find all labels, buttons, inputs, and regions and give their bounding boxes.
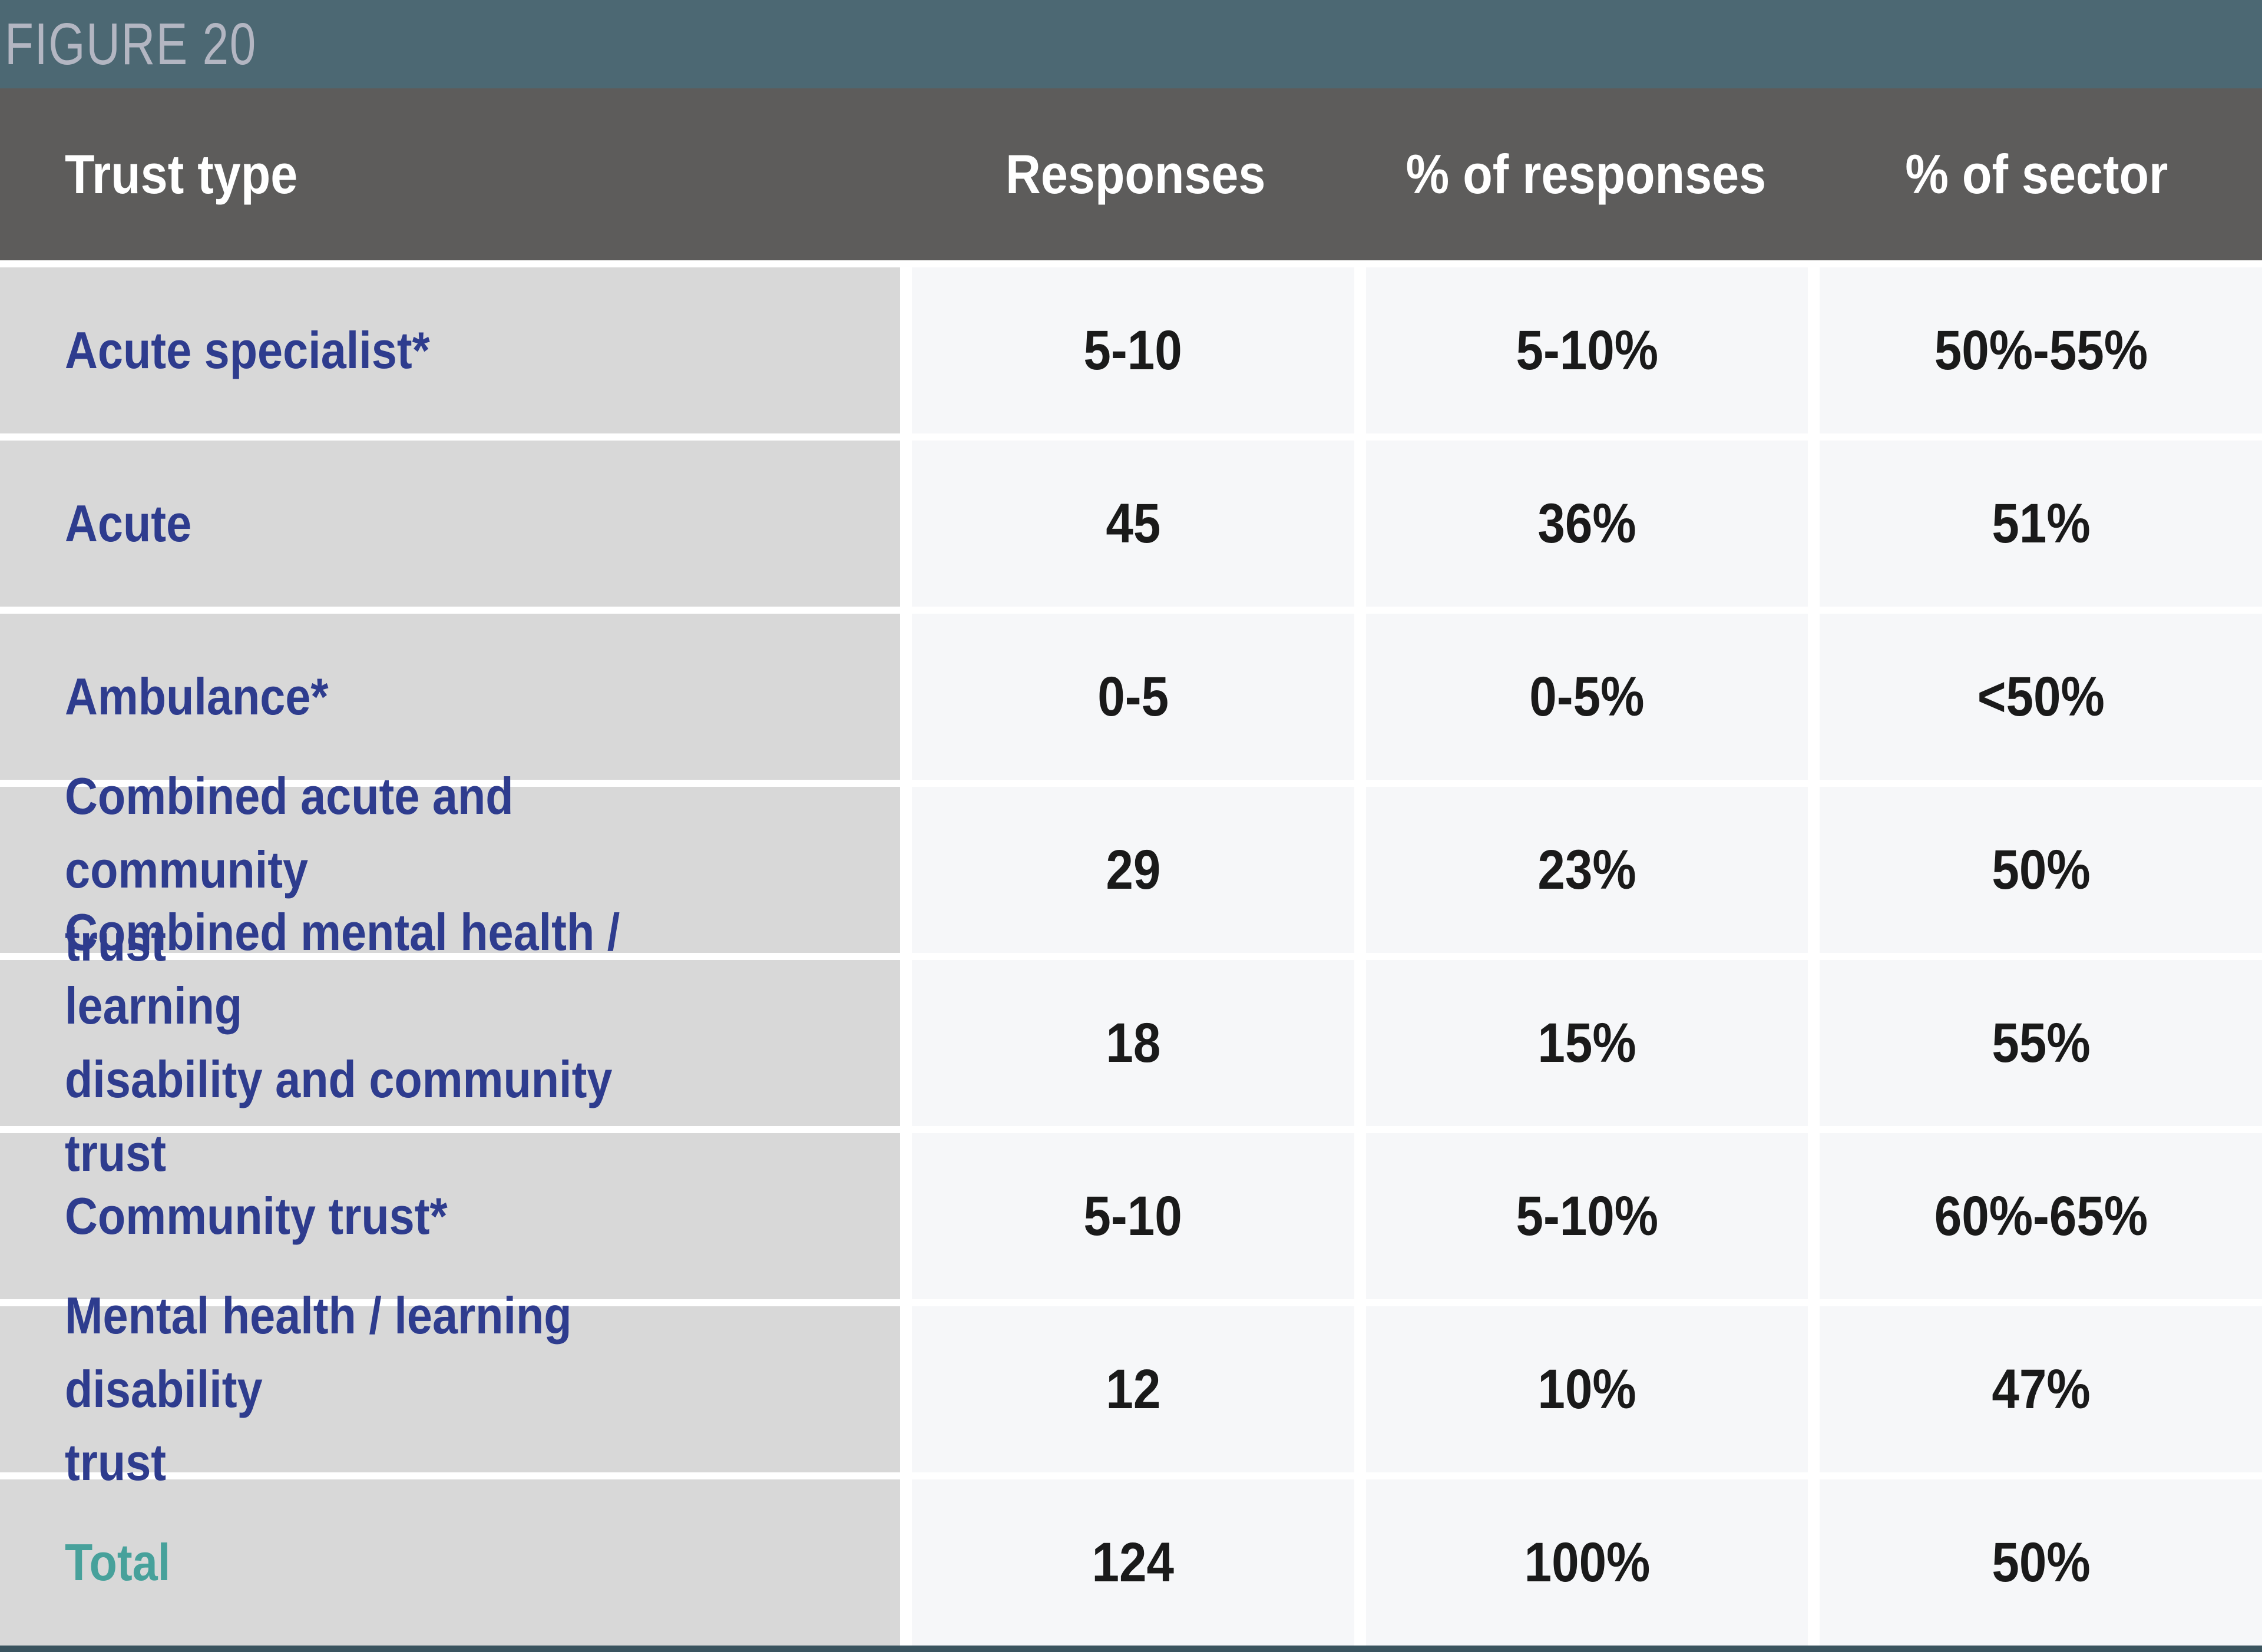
col-header-pct-sector: % of sector	[1811, 88, 2262, 260]
pct-responses-value: 5-10%	[1516, 319, 1658, 382]
responses-value: 29	[1105, 838, 1160, 901]
col-header-responses: Responses	[910, 88, 1361, 260]
pct-responses-cell: 23%	[1365, 787, 1808, 953]
trust-type-text: Acute	[65, 494, 192, 552]
pct-responses-cell: 0-5%	[1365, 614, 1808, 780]
table-row-combined-mental-health: Combined mental health / learning disabi…	[0, 903, 2262, 1182]
pct-sector-cell: 51%	[1820, 441, 2262, 607]
col-header-responses-label: Responses	[1005, 143, 1266, 205]
responses-cell: 0-5	[912, 614, 1354, 780]
pct-responses-cell: 100%	[1365, 1479, 1808, 1646]
trust-type-text: Combined acute and community trust	[65, 766, 514, 972]
col-header-trust-type: Trust type	[0, 88, 910, 260]
responses-cell: 18	[912, 960, 1354, 1126]
trust-type-cell: Community trust*	[0, 1133, 900, 1299]
responses-cell: 5-10	[912, 1133, 1354, 1299]
pct-responses-cell: 10%	[1365, 1306, 1808, 1472]
table-row-total: Total 124 100% 50%	[0, 1479, 2262, 1646]
pct-responses-value: 10%	[1537, 1358, 1636, 1421]
responses-cell: 29	[912, 787, 1354, 953]
pct-sector-value: 50%-55%	[1934, 319, 2148, 382]
responses-cell: 124	[912, 1479, 1354, 1646]
pct-sector-value: 50%	[1992, 838, 2091, 901]
table-row-acute: Acute 45 36% 51%	[0, 441, 2262, 607]
pct-sector-value: 60%-65%	[1934, 1184, 2148, 1247]
pct-responses-cell: 15%	[1365, 960, 1808, 1126]
pct-responses-value: 5-10%	[1516, 1184, 1658, 1247]
col-header-trust-type-label: Trust type	[65, 143, 298, 205]
pct-responses-cell: 5-10%	[1365, 1133, 1808, 1299]
pct-sector-cell: 60%-65%	[1820, 1133, 2262, 1299]
trust-type-cell: Mental health / learning disability trus…	[0, 1286, 900, 1491]
trust-type-text: Combined mental health / learning disabi…	[65, 903, 620, 1182]
pct-responses-value: 100%	[1524, 1531, 1650, 1594]
col-header-pct-responses: % of responses	[1361, 88, 1811, 260]
responses-cell: 45	[912, 441, 1354, 607]
pct-responses-cell: 5-10%	[1365, 267, 1808, 433]
pct-sector-cell: 55%	[1820, 960, 2262, 1126]
pct-sector-value: 51%	[1992, 492, 2091, 555]
pct-responses-value: 15%	[1537, 1011, 1636, 1074]
trust-type-cell: Acute specialist*	[0, 267, 900, 433]
trust-type-cell: Acute	[0, 441, 900, 607]
trust-type-text: Community trust*	[65, 1186, 448, 1245]
table-row-ambulance: Ambulance* 0-5 0-5% <50%	[0, 614, 2262, 780]
col-header-pct-responses-label: % of responses	[1406, 143, 1767, 205]
trust-type-text: Ambulance*	[65, 667, 329, 726]
pct-sector-cell: <50%	[1820, 614, 2262, 780]
pct-sector-cell: 50%	[1820, 787, 2262, 953]
trust-type-text: Mental health / learning disability trus…	[65, 1286, 572, 1492]
pct-sector-value: 55%	[1992, 1011, 2091, 1074]
table-row-acute-specialist: Acute specialist* 5-10 5-10% 50%-55%	[0, 267, 2262, 433]
trust-type-cell: Combined mental health / learning disabi…	[0, 903, 900, 1182]
pct-sector-value: <50%	[1977, 665, 2105, 728]
pct-sector-cell: 47%	[1820, 1306, 2262, 1472]
pct-responses-value: 0-5%	[1529, 665, 1645, 728]
table-header-row: Trust type Responses % of responses % of…	[0, 88, 2262, 260]
table-row-combined-acute-community: Combined acute and community trust 29 23…	[0, 767, 2262, 972]
responses-value: 5-10	[1083, 1184, 1182, 1247]
bottom-rule	[0, 1646, 2262, 1652]
pct-responses-cell: 36%	[1365, 441, 1808, 607]
figure-banner: FIGURE 20	[0, 0, 2262, 88]
responses-value: 124	[1092, 1531, 1175, 1594]
col-header-pct-sector-label: % of sector	[1905, 143, 2168, 205]
table-row-mental-health-ld: Mental health / learning disability trus…	[0, 1286, 2262, 1491]
responses-cell: 12	[912, 1306, 1354, 1472]
pct-sector-cell: 50%-55%	[1820, 267, 2262, 433]
trust-type-cell: Combined acute and community trust	[0, 767, 900, 972]
pct-responses-value: 36%	[1537, 492, 1636, 555]
responses-value: 18	[1105, 1011, 1160, 1074]
pct-responses-value: 23%	[1537, 838, 1636, 901]
table-row-community-trust: Community trust* 5-10 5-10% 60%-65%	[0, 1133, 2262, 1299]
pct-sector-value: 50%	[1992, 1531, 2091, 1594]
trust-type-cell: Ambulance*	[0, 614, 900, 780]
pct-sector-value: 47%	[1992, 1358, 2091, 1421]
responses-value: 45	[1105, 492, 1160, 555]
responses-value: 12	[1105, 1358, 1160, 1421]
responses-value: 0-5	[1097, 665, 1169, 728]
figure-label: FIGURE 20	[5, 11, 257, 77]
total-label: Total	[65, 1532, 171, 1591]
trust-type-cell: Total	[0, 1479, 900, 1646]
responses-value: 5-10	[1083, 319, 1182, 382]
responses-cell: 5-10	[912, 267, 1354, 433]
pct-sector-cell: 50%	[1820, 1479, 2262, 1646]
trust-type-text: Acute specialist*	[65, 320, 430, 379]
